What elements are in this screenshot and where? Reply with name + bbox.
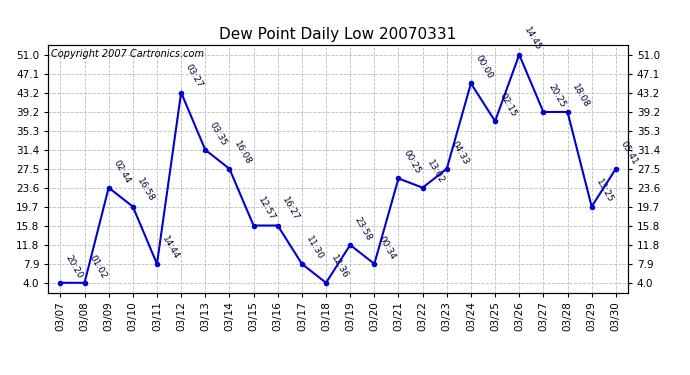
Text: 03:35: 03:35 xyxy=(208,120,229,147)
Text: 20:25: 20:25 xyxy=(546,82,566,109)
Text: 14:44: 14:44 xyxy=(160,234,180,261)
Text: 13:02: 13:02 xyxy=(426,158,446,185)
Text: 00:34: 00:34 xyxy=(377,234,397,261)
Text: 03:27: 03:27 xyxy=(184,63,204,90)
Text: 13:25: 13:25 xyxy=(595,177,615,204)
Text: 18:08: 18:08 xyxy=(571,82,591,109)
Text: Copyright 2007 Cartronics.com: Copyright 2007 Cartronics.com xyxy=(51,49,204,59)
Text: 00:25: 00:25 xyxy=(402,149,422,176)
Text: 16:27: 16:27 xyxy=(281,196,301,223)
Text: 14:45: 14:45 xyxy=(522,25,542,52)
Text: 12:57: 12:57 xyxy=(257,196,277,223)
Text: 05:41: 05:41 xyxy=(619,139,639,166)
Text: 01:02: 01:02 xyxy=(88,253,108,280)
Text: 16:08: 16:08 xyxy=(233,139,253,166)
Text: 02:44: 02:44 xyxy=(112,158,132,185)
Text: 00:00: 00:00 xyxy=(474,54,495,81)
Text: 02:15: 02:15 xyxy=(498,92,518,118)
Text: 04:33: 04:33 xyxy=(450,139,470,166)
Text: 20:20: 20:20 xyxy=(63,254,83,280)
Text: 11:30: 11:30 xyxy=(305,234,326,261)
Text: 12:36: 12:36 xyxy=(329,253,349,280)
Title: Dew Point Daily Low 20070331: Dew Point Daily Low 20070331 xyxy=(219,27,457,42)
Text: 23:58: 23:58 xyxy=(353,215,373,242)
Text: 16:58: 16:58 xyxy=(136,177,157,204)
